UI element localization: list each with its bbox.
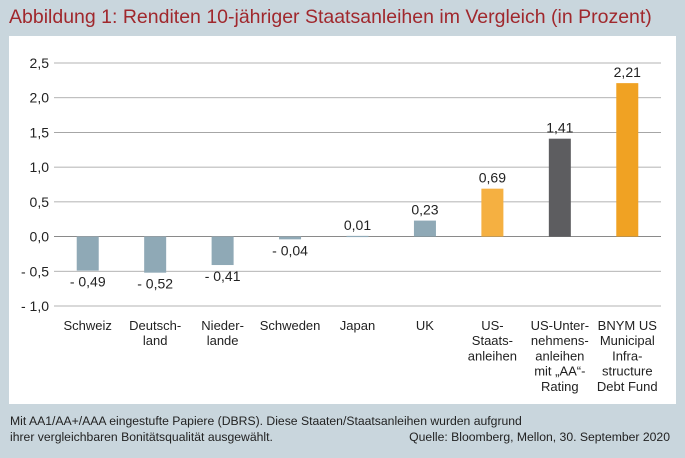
category-label: US- bbox=[481, 318, 503, 333]
bar bbox=[76, 236, 99, 271]
category-label: Rating bbox=[541, 379, 579, 394]
category-label: nehmens- bbox=[531, 333, 589, 348]
footnote-line-2: ihrer vergleichbaren Bonitätsqualität au… bbox=[10, 430, 273, 444]
value-label: - 0,04 bbox=[272, 242, 308, 258]
value-label: 0,69 bbox=[479, 170, 506, 186]
category-label: Municipal bbox=[600, 333, 655, 348]
y-tick-label: 2,0 bbox=[30, 90, 50, 106]
plot-panel: 2,5 2,0 1,5 1,0 0,5 0,0 - 0,5 - 1,0 - 0,49 Schwei… bbox=[9, 36, 676, 404]
category-label: Staats- bbox=[472, 333, 513, 348]
bar bbox=[413, 220, 436, 237]
category-label: Nieder- bbox=[201, 318, 244, 333]
category-label: US-Unter- bbox=[531, 318, 590, 333]
source-note: Quelle: Bloomberg, Mellon, 30. September… bbox=[409, 430, 670, 444]
category-label: lande bbox=[207, 333, 239, 348]
bar bbox=[279, 236, 302, 240]
category-label: mit „AA“- bbox=[534, 364, 585, 379]
footnote-line-1: Mit AA1/AA+/AAA eingestufte Papiere (DBR… bbox=[10, 414, 522, 428]
y-tick-label: 1,0 bbox=[30, 159, 50, 175]
bar bbox=[616, 83, 639, 237]
value-label: - 0,49 bbox=[70, 274, 106, 290]
value-label: 0,01 bbox=[344, 217, 371, 233]
bar bbox=[144, 236, 167, 273]
value-label: - 0,52 bbox=[137, 276, 173, 292]
value-label: 1,41 bbox=[546, 120, 573, 136]
category-label: Debt Fund bbox=[597, 379, 658, 394]
bar bbox=[346, 235, 369, 238]
bar bbox=[211, 236, 234, 266]
chart-title: Abbildung 1: Renditen 10-jähriger Staats… bbox=[9, 6, 652, 28]
category-label: Japan bbox=[340, 318, 375, 333]
category-label: Infra- bbox=[612, 348, 642, 363]
category-label: anleihen bbox=[535, 348, 584, 363]
bar bbox=[481, 188, 504, 237]
category-label: structure bbox=[602, 364, 653, 379]
category-label: Schweden bbox=[260, 318, 321, 333]
category-label: anleihen bbox=[468, 348, 517, 363]
bar-chart: 2,5 2,0 1,5 1,0 0,5 0,0 - 0,5 - 1,0 - 0,49 Schwei… bbox=[21, 55, 661, 394]
category-label: BNYM US bbox=[598, 318, 658, 333]
y-tick-label: 0,5 bbox=[30, 194, 50, 210]
value-label: 2,21 bbox=[614, 64, 641, 80]
category-label: Deutsch- bbox=[129, 318, 181, 333]
y-tick-label: 1,5 bbox=[30, 124, 50, 140]
y-tick-label: 0,0 bbox=[30, 229, 50, 245]
value-label: - 0,41 bbox=[205, 268, 241, 284]
category-label: Schweiz bbox=[64, 318, 112, 333]
bar bbox=[548, 138, 571, 237]
category-label: UK bbox=[416, 318, 434, 333]
category-label: land bbox=[143, 333, 168, 348]
y-tick-label: - 0,5 bbox=[21, 263, 49, 279]
y-tick-label: - 1,0 bbox=[21, 298, 49, 314]
footnote: Mit AA1/AA+/AAA eingestufte Papiere (DBR… bbox=[10, 413, 680, 445]
y-tick-label: 2,5 bbox=[30, 55, 50, 71]
value-label: 0,23 bbox=[411, 202, 438, 218]
